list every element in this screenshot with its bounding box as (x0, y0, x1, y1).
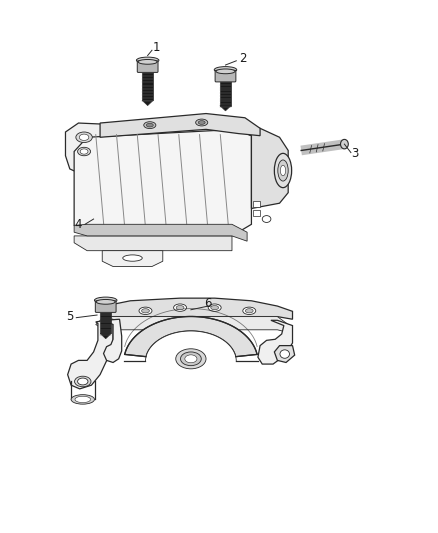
Ellipse shape (138, 60, 157, 64)
Ellipse shape (146, 123, 153, 127)
Polygon shape (74, 224, 247, 241)
Ellipse shape (75, 396, 91, 402)
Polygon shape (104, 298, 293, 319)
Ellipse shape (95, 297, 117, 303)
Ellipse shape (185, 355, 197, 363)
Polygon shape (253, 209, 260, 216)
Ellipse shape (180, 352, 201, 366)
Ellipse shape (76, 132, 92, 142)
Ellipse shape (173, 304, 187, 311)
Polygon shape (145, 331, 236, 361)
Ellipse shape (78, 378, 88, 385)
Text: 1: 1 (152, 41, 160, 54)
Ellipse shape (274, 154, 292, 188)
Polygon shape (142, 71, 153, 100)
Ellipse shape (196, 119, 208, 126)
Ellipse shape (262, 216, 271, 222)
Ellipse shape (141, 309, 149, 313)
Ellipse shape (144, 122, 156, 128)
Polygon shape (125, 317, 257, 357)
Ellipse shape (198, 120, 205, 124)
Text: 6: 6 (205, 297, 212, 310)
Polygon shape (274, 345, 295, 362)
Polygon shape (236, 128, 288, 208)
Text: 2: 2 (239, 52, 247, 64)
Ellipse shape (211, 305, 219, 310)
Ellipse shape (280, 165, 286, 176)
FancyBboxPatch shape (137, 61, 158, 72)
Ellipse shape (176, 305, 184, 310)
Ellipse shape (71, 394, 95, 404)
FancyBboxPatch shape (95, 301, 116, 312)
Polygon shape (100, 334, 111, 339)
Ellipse shape (176, 349, 206, 369)
Ellipse shape (340, 140, 348, 149)
Ellipse shape (278, 160, 288, 181)
Ellipse shape (214, 67, 237, 73)
Ellipse shape (216, 69, 235, 74)
Text: 4: 4 (75, 218, 82, 231)
Ellipse shape (243, 307, 256, 314)
Text: 5: 5 (66, 310, 74, 323)
Ellipse shape (80, 149, 88, 154)
Polygon shape (100, 114, 260, 138)
FancyBboxPatch shape (215, 70, 236, 82)
Polygon shape (103, 319, 122, 362)
Ellipse shape (208, 304, 221, 311)
Polygon shape (102, 251, 163, 266)
Polygon shape (100, 311, 111, 334)
Ellipse shape (139, 307, 152, 314)
Polygon shape (220, 81, 231, 106)
Text: 3: 3 (352, 147, 359, 159)
Ellipse shape (123, 255, 142, 261)
Polygon shape (74, 130, 251, 236)
Ellipse shape (136, 57, 159, 63)
Polygon shape (253, 200, 260, 207)
Ellipse shape (74, 376, 91, 387)
Polygon shape (74, 236, 232, 251)
Polygon shape (220, 106, 231, 111)
Polygon shape (67, 319, 113, 389)
Polygon shape (66, 123, 109, 177)
Ellipse shape (96, 300, 115, 304)
Ellipse shape (280, 350, 290, 358)
Ellipse shape (245, 309, 253, 313)
Polygon shape (142, 100, 153, 106)
Ellipse shape (79, 134, 89, 140)
Polygon shape (96, 317, 288, 333)
Polygon shape (258, 320, 293, 364)
Ellipse shape (78, 147, 91, 156)
